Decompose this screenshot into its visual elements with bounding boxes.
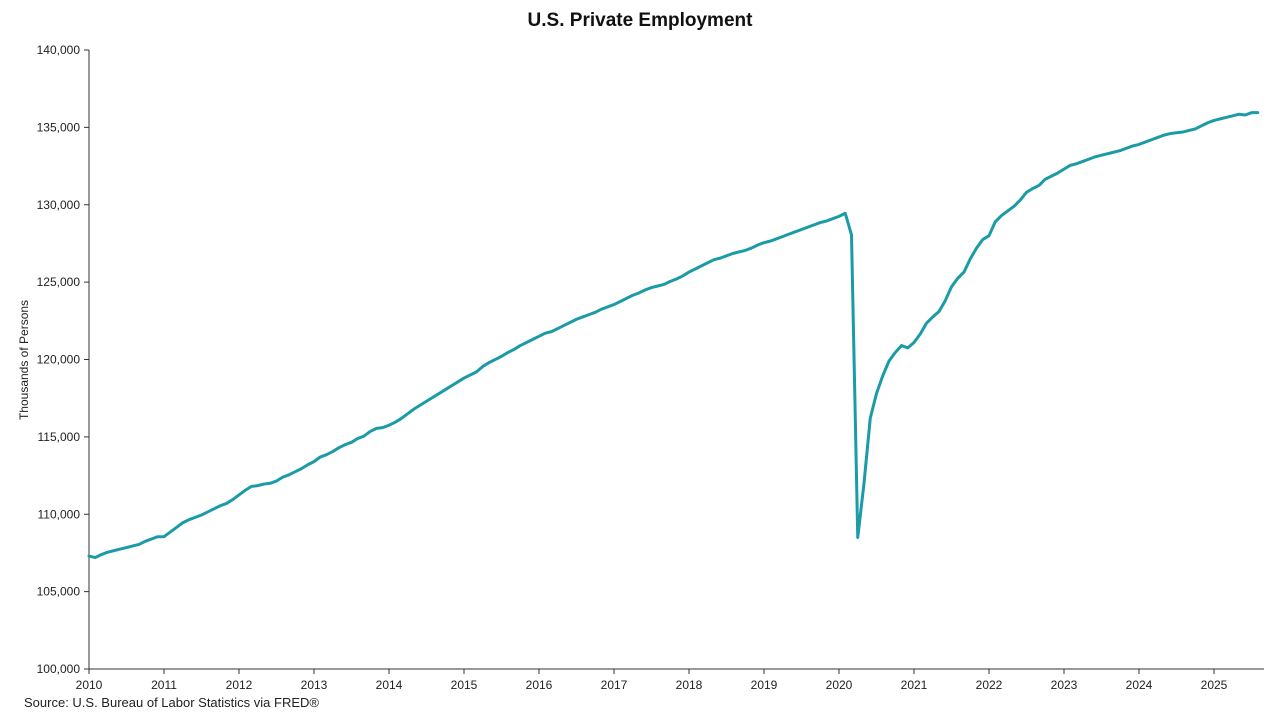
y-tick-label: 135,000 (37, 120, 81, 134)
y-axis: 100,000 105,000 110,000 115,000 120,000 125,0… (37, 43, 90, 676)
y-tick-label: 100,000 (37, 662, 81, 676)
x-tick-label: 2018 (676, 678, 703, 692)
x-tick-label: 2014 (376, 678, 403, 692)
x-tick-label: 2019 (751, 678, 778, 692)
x-tick-label: 2023 (1051, 678, 1078, 692)
y-axis-title: Thousands of Persons (17, 300, 31, 420)
x-axis: 2010 2011 2012 2013 2014 2015 2016 2017 2018 2019… (76, 668, 1264, 692)
y-tick-label: 105,000 (37, 585, 81, 599)
x-tick-label: 2025 (1201, 678, 1228, 692)
y-tick-label: 110,000 (38, 507, 81, 521)
x-tick-label: 2016 (526, 678, 553, 692)
source-note: Source: U.S. Bureau of Labor Statistics … (24, 695, 319, 710)
y-tick-label: 125,000 (37, 275, 81, 289)
y-tick-label: 130,000 (37, 198, 81, 212)
y-tick-label: 115,000 (38, 430, 81, 444)
x-tick-label: 2021 (901, 678, 928, 692)
x-tick-label: 2020 (826, 678, 853, 692)
chart-title: U.S. Private Employment (527, 10, 753, 31)
x-tick-label: 2010 (76, 678, 103, 692)
series-line (87, 111, 1260, 560)
x-tick-label: 2017 (601, 678, 628, 692)
y-tick-label: 140,000 (37, 43, 81, 57)
plot-area (87, 111, 1260, 560)
x-tick-label: 2011 (151, 678, 177, 692)
x-tick-label: 2013 (301, 678, 328, 692)
x-tick-label: 2022 (976, 678, 1003, 692)
x-tick-label: 2012 (226, 678, 253, 692)
y-tick-label: 120,000 (37, 353, 81, 367)
x-tick-label: 2024 (1126, 678, 1153, 692)
x-tick-label: 2015 (451, 678, 478, 692)
